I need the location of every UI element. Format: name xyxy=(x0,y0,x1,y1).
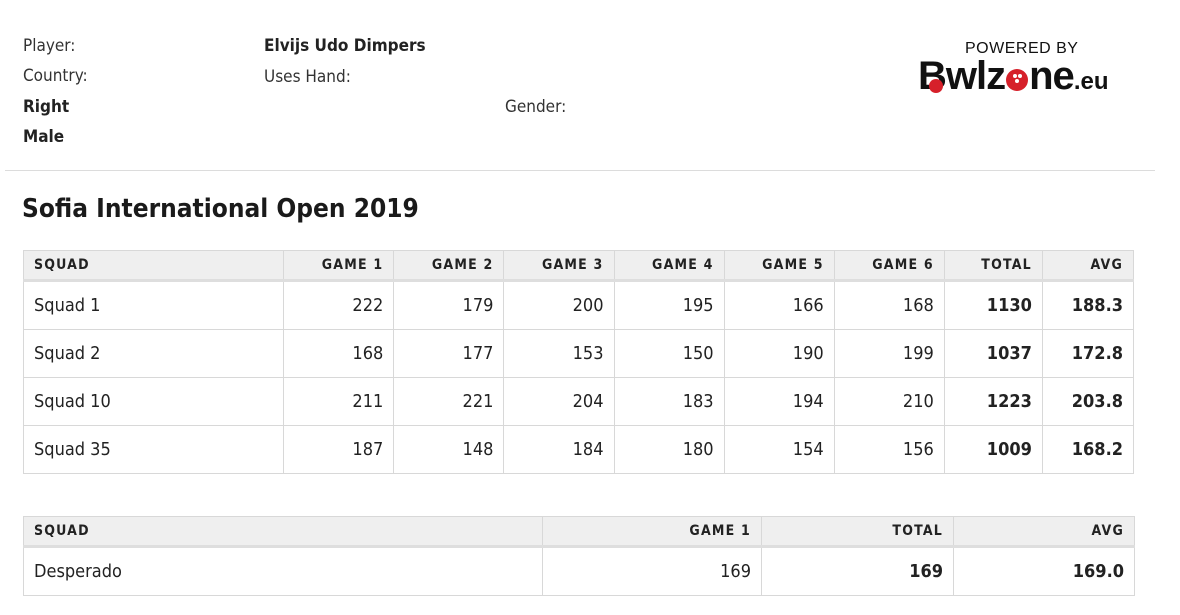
game-4-cell: 195 xyxy=(613,280,725,330)
avg-cell: 188.3 xyxy=(1041,280,1135,330)
game-1-cell: 222 xyxy=(283,280,395,330)
squad-cell: Desperado xyxy=(23,546,543,596)
header-game-4: GAME 4 xyxy=(613,250,725,282)
event-title: Sofia International Open 2019 xyxy=(22,194,419,224)
game-6-cell: 210 xyxy=(833,377,945,426)
game-3-cell: 153 xyxy=(503,329,615,378)
powered-by-text: POWERED BY xyxy=(965,40,1079,57)
header-squad: SQUAD xyxy=(23,516,543,548)
game-4-cell: 183 xyxy=(613,377,725,426)
header-game-6: GAME 6 xyxy=(833,250,945,282)
game-5-cell: 190 xyxy=(723,329,835,378)
player-info: Player: Elvijs Udo Dimpers Country: Uses… xyxy=(23,34,643,159)
game-2-cell: 179 xyxy=(393,280,505,330)
squad-cell: Squad 2 xyxy=(22,329,285,378)
country-label: Country: xyxy=(23,66,88,86)
section-divider xyxy=(5,170,1155,171)
bowling-ball-icon xyxy=(1006,69,1029,91)
game-6-cell: 199 xyxy=(833,329,945,378)
game-1-cell: 169 xyxy=(542,546,762,596)
game-2-cell: 148 xyxy=(393,425,505,474)
game-6-cell: 168 xyxy=(833,280,945,330)
game-1-cell: 168 xyxy=(283,329,395,378)
squad-cell: Squad 1 xyxy=(22,280,285,330)
total-cell: 1037 xyxy=(943,329,1043,378)
header-game-1: GAME 1 xyxy=(542,516,762,548)
squad-cell: Squad 10 xyxy=(22,377,285,426)
avg-cell: 203.8 xyxy=(1041,377,1135,426)
table-header-row: SQUAD GAME 1 TOTAL AVG xyxy=(23,516,1135,548)
game-2-cell: 221 xyxy=(393,377,505,426)
total-cell: 1009 xyxy=(943,425,1043,474)
table-row: Desperado 169 169 169.0 xyxy=(23,546,1135,596)
desperado-table: SQUAD GAME 1 TOTAL AVG Desperado 169 169… xyxy=(23,516,1135,596)
game-4-cell: 150 xyxy=(613,329,725,378)
header-total: TOTAL xyxy=(943,250,1043,282)
player-name: Elvijs Udo Dimpers xyxy=(264,36,426,56)
gender-label: Gender: xyxy=(505,97,567,117)
results-table: SQUAD GAME 1 GAME 2 GAME 3 GAME 4 GAME 5… xyxy=(22,250,1135,474)
game-3-cell: 200 xyxy=(503,280,615,330)
game-5-cell: 166 xyxy=(723,280,835,330)
header-game-5: GAME 5 xyxy=(723,250,835,282)
bowling-pin-b-icon: B xyxy=(918,54,947,98)
game-5-cell: 194 xyxy=(723,377,835,426)
avg-cell: 172.8 xyxy=(1041,329,1135,378)
table-header-row: SQUAD GAME 1 GAME 2 GAME 3 GAME 4 GAME 5… xyxy=(22,250,1135,282)
game-3-cell: 204 xyxy=(503,377,615,426)
header-avg: AVG xyxy=(953,516,1135,548)
table-row: Squad 2 168 177 153 150 190 199 1037 172… xyxy=(22,329,1135,378)
total-cell: 169 xyxy=(761,546,954,596)
total-cell: 1130 xyxy=(943,280,1043,330)
game-4-cell: 180 xyxy=(613,425,725,474)
header-avg: AVG xyxy=(1041,250,1135,282)
table-row: Squad 10 211 221 204 183 194 210 1223 20… xyxy=(22,377,1135,426)
player-label: Player: xyxy=(23,36,76,56)
game-2-cell: 177 xyxy=(393,329,505,378)
header-game-3: GAME 3 xyxy=(503,250,615,282)
hand-value: Right xyxy=(23,97,70,117)
uses-hand-label: Uses Hand: xyxy=(264,67,351,87)
game-6-cell: 156 xyxy=(833,425,945,474)
bowling-ball-small-icon xyxy=(929,79,943,93)
avg-cell: 168.2 xyxy=(1041,425,1135,474)
total-cell: 1223 xyxy=(943,377,1043,426)
gender-value: Male xyxy=(23,127,65,147)
table-row: Squad 1 222 179 200 195 166 168 1130 188… xyxy=(22,280,1135,330)
header-game-2: GAME 2 xyxy=(393,250,505,282)
game-5-cell: 154 xyxy=(723,425,835,474)
game-1-cell: 211 xyxy=(283,377,395,426)
header-total: TOTAL xyxy=(761,516,954,548)
avg-cell: 169.0 xyxy=(953,546,1135,596)
game-1-cell: 187 xyxy=(283,425,395,474)
table-row: Squad 35 187 148 184 180 154 156 1009 16… xyxy=(22,425,1135,474)
game-3-cell: 184 xyxy=(503,425,615,474)
squad-cell: Squad 35 xyxy=(22,425,285,474)
header-game-1: GAME 1 xyxy=(283,250,395,282)
header-squad: SQUAD xyxy=(22,250,285,282)
